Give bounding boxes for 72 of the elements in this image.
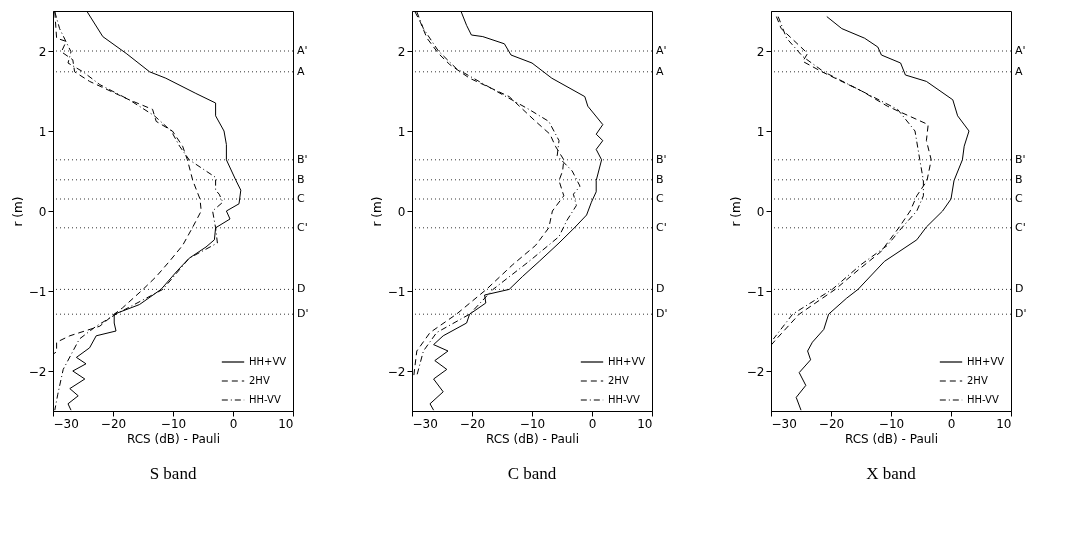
ref-line-label: D [656,282,665,296]
x-tick-label: −20 [459,416,486,431]
text: X band [866,464,917,483]
ref-line-label: C [1015,192,1023,205]
x-tick-label: −10 [519,416,546,431]
legend-label: HH+VV [967,356,1005,367]
x-tick-label: −30 [412,416,438,431]
ref-line-label: C' [297,220,308,234]
legend-label: HH+VV [608,356,646,367]
x-tick-label: 10 [278,416,294,431]
y-tick-label: 1 [38,124,47,139]
y-tick-label: 0 [756,204,765,219]
y-tick-label: −2 [387,364,406,379]
text: S band [149,464,197,483]
ref-line-label: B [297,172,305,186]
y-tick-label: 2 [756,44,765,59]
ref-line-label: B' [1015,152,1026,166]
y-tick-label: 2 [397,44,406,59]
x-tick-label: −20 [818,416,845,431]
ref-line-label: D' [656,307,668,321]
legend-label: HH-VV [608,394,640,405]
x-tick-label: −10 [160,416,187,431]
ref-line-label: A' [656,44,667,57]
x-tick-label: 10 [996,416,1012,431]
y-axis-title: r (m) [728,196,743,227]
ref-line-label: A' [297,44,308,57]
ref-line-label: C [297,192,305,205]
legend-label: 2HV [967,375,988,386]
ref-line-label: B' [297,152,308,166]
x-tick-label: −30 [53,416,79,431]
legend-label: HH-VV [249,394,281,405]
y-tick-label: −1 [387,284,406,299]
y-axis-title: r (m) [369,196,384,227]
x-tick-label: 10 [637,416,653,431]
legend-label: 2HV [608,375,629,386]
ref-line-label: D [1015,282,1024,296]
y-tick-label: 1 [397,124,406,139]
y-tick-label: −1 [746,284,765,299]
y-tick-label: −1 [28,284,47,299]
text: C band [507,464,557,483]
ref-line-label: C' [656,220,667,234]
ref-line-label: A [297,64,305,78]
y-tick-label: −2 [28,364,47,379]
ref-line-label: A [1015,64,1023,78]
ref-line-label: C' [1015,220,1026,234]
ref-line-label: D [297,282,306,296]
y-tick-label: −2 [746,364,765,379]
legend-label: HH-VV [967,394,999,405]
x-axis-title: RCS (dB) - Pauli [126,431,221,446]
x-tick-label: 0 [229,416,238,431]
y-axis-title: r (m) [10,196,25,227]
x-tick-label: 0 [947,416,956,431]
y-tick-label: 1 [756,124,765,139]
x-tick-label: 0 [588,416,597,431]
ref-line-label: A' [1015,44,1026,57]
ref-line-label: C [656,192,664,205]
ref-line-label: B' [656,152,667,166]
y-tick-label: 0 [397,204,406,219]
ref-line-label: B [1015,172,1023,186]
legend-label: HH+VV [249,356,287,367]
ref-line-label: B [656,172,664,186]
ref-line-label: D' [297,307,309,321]
x-tick-label: −30 [771,416,797,431]
ref-line-label: D' [1015,307,1027,321]
y-tick-label: 2 [38,44,47,59]
x-axis-title: RCS (dB) - Pauli [485,431,580,446]
x-axis-title: RCS (dB) - Pauli [844,431,939,446]
ref-line-label: A [656,64,664,78]
legend-label: 2HV [249,375,270,386]
x-tick-label: −10 [878,416,905,431]
y-tick-label: 0 [38,204,47,219]
x-tick-label: −20 [100,416,127,431]
